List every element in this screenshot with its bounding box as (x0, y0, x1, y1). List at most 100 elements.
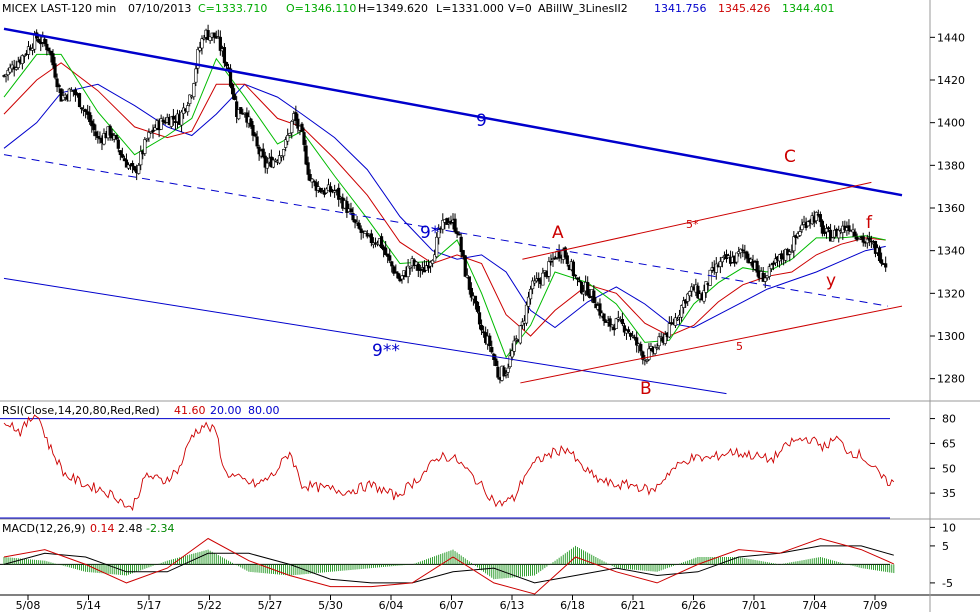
candle-body (459, 236, 463, 253)
candle-body (49, 50, 53, 56)
close-label: C=1333.710 (198, 2, 267, 15)
trendline-5s (522, 181, 872, 260)
candle-body (306, 162, 310, 175)
candle-body (488, 335, 492, 347)
candle-body (455, 231, 459, 235)
candle-body (608, 318, 612, 327)
green-average-line (3, 53, 886, 359)
candle-body (43, 38, 47, 45)
x-tick-label: 5/30 (318, 599, 343, 612)
trendline-9 (3, 27, 903, 197)
candle-body (806, 221, 810, 227)
candle-body (147, 132, 151, 139)
rsi-line (3, 414, 895, 512)
x-tick-label: 5/27 (258, 599, 283, 612)
candle-body (400, 275, 404, 280)
candle-body (655, 347, 659, 349)
candle-body (45, 43, 49, 51)
rsi-tick-label: 80 (942, 413, 956, 426)
candle-body (571, 261, 576, 277)
candle-body (186, 105, 190, 113)
candle-body (514, 338, 518, 341)
label-wave-A: A (552, 223, 564, 243)
rsi-tick-label: 35 (942, 487, 956, 500)
price-tick-label: 1420 (937, 74, 965, 87)
x-tick-label: 7/04 (802, 599, 827, 612)
candle-body (294, 112, 298, 121)
candle-body (788, 251, 792, 255)
candle-body (745, 251, 749, 259)
candle-body (388, 255, 392, 261)
candle-body (506, 367, 510, 373)
candle-body (198, 47, 202, 51)
candle-body (88, 112, 92, 123)
x-tick-label: 6/26 (681, 599, 706, 612)
candle-body (333, 190, 337, 193)
candle-body (37, 38, 41, 43)
candle-body (433, 254, 437, 262)
candle-body (228, 68, 233, 87)
candle-body (318, 187, 322, 193)
price-tick-label: 1340 (937, 245, 965, 258)
candle-body (426, 265, 431, 269)
candle-body (675, 318, 680, 321)
candle-body (390, 261, 394, 267)
candle-body (196, 49, 200, 69)
label-wave-B: B (640, 379, 652, 399)
x-tick-label: 6/04 (379, 599, 404, 612)
candle-body (563, 247, 567, 258)
low-label: L=1331.000 (436, 2, 504, 15)
candle-body (526, 296, 531, 307)
candle-body (279, 155, 284, 158)
candle-body (688, 291, 692, 297)
candle-body (51, 53, 55, 66)
x-tick-label: 5/22 (197, 599, 222, 612)
candle-body (73, 89, 78, 96)
candle-body (53, 63, 57, 78)
rsi-tick-label: 65 (942, 437, 956, 450)
candle-body (55, 78, 59, 88)
candle-body (159, 118, 163, 130)
rsi-high-level: 80.00 (248, 404, 280, 417)
candle-body (649, 346, 653, 349)
candle-body (592, 290, 596, 304)
candle-body (635, 337, 639, 346)
candle-body (149, 131, 153, 134)
candle-body (577, 280, 582, 283)
candle-body (282, 149, 286, 157)
candle-body (726, 255, 731, 259)
price-overlay-layer (3, 53, 886, 359)
candle-body (139, 151, 143, 166)
candle-body (582, 291, 586, 295)
candle-body (469, 287, 473, 298)
candle-body (26, 46, 31, 55)
candle-body (528, 288, 533, 300)
candle-body (673, 317, 678, 326)
candle-body (4, 74, 8, 77)
candle-body (814, 212, 818, 221)
candle-body (84, 109, 88, 112)
candle-body (767, 266, 771, 277)
candle-body (598, 303, 602, 316)
candle-body (94, 131, 98, 137)
rsi-name: RSI(Close,14,20,80,Red,Red) (2, 404, 160, 417)
candle-body (702, 290, 706, 302)
rsi-low-level: 20.00 (210, 404, 242, 417)
red-average-line (3, 62, 886, 337)
candle-body (547, 261, 551, 277)
candle-body (847, 225, 851, 231)
candle-body (884, 263, 888, 268)
candle-body (714, 263, 718, 273)
candle-body (610, 324, 614, 328)
candle-body (679, 305, 684, 318)
candle-body (798, 231, 802, 236)
candle-body (467, 276, 471, 290)
candle-body (479, 324, 484, 331)
candle-body (337, 187, 341, 200)
label-wave-5-star: 5* (686, 218, 699, 231)
indicator-value-green: 1344.401 (782, 2, 835, 15)
candle-body (792, 236, 796, 252)
candle-body (530, 280, 535, 290)
price-tick-label: 1280 (937, 373, 965, 386)
